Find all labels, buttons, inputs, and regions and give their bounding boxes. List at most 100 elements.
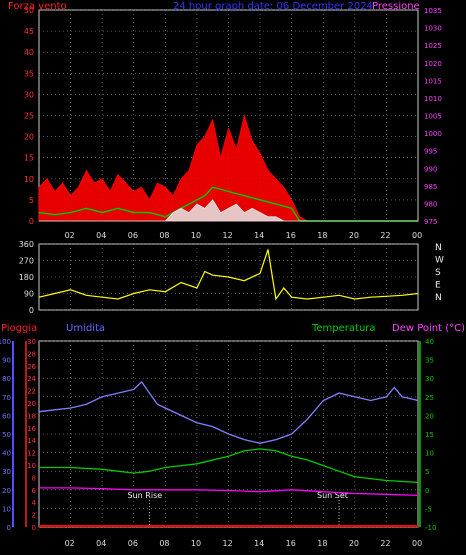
temp-y-tick: 15 — [425, 431, 434, 439]
sun-marker-label: Sun Set — [317, 491, 348, 500]
temp-y-tick: 30 — [425, 375, 434, 383]
temperature-label: Temperatura — [311, 323, 376, 334]
temp-y-tick: -10 — [425, 524, 436, 532]
humidity-y-tick: 70 — [2, 394, 11, 402]
humidity-series-0 — [38, 380, 419, 444]
sun-marker-label: Sun Rise — [128, 491, 163, 500]
direction-y-tick: 360 — [19, 240, 34, 249]
humidity-y-tick: 40 — [2, 450, 11, 458]
wind-x-tick: 14 — [254, 231, 264, 240]
humidity-x-tick: 08 — [159, 539, 169, 548]
rain-y-tick: 16 — [27, 425, 36, 433]
humidity-label: Umidita — [66, 323, 105, 334]
pressure-y-tick: 1020 — [424, 60, 442, 68]
pressure-y-tick: 1025 — [424, 42, 442, 50]
pressure-y-tick: 1015 — [424, 77, 442, 85]
pressure-y-tick: 980 — [424, 200, 437, 208]
rain-y-tick: 26 — [27, 363, 36, 371]
pressure-y-tick: 975 — [424, 218, 437, 226]
temp-y-tick: 10 — [425, 450, 434, 458]
rain-y-tick: 28 — [27, 350, 36, 358]
pressure-y-tick: 990 — [424, 165, 437, 173]
humidity-y-tick: 90 — [2, 357, 11, 365]
wind-y-tick: 25 — [24, 112, 34, 121]
rain-y-tick: 6 — [32, 487, 37, 495]
pressure-y-tick: 1035 — [424, 7, 442, 15]
rain-y-tick: 4 — [32, 499, 37, 507]
humidity-y-tick: 100 — [0, 338, 11, 346]
direction-compass-label: S — [435, 268, 441, 278]
rain-y-tick: 30 — [27, 338, 36, 346]
wind-y-tick: 30 — [24, 90, 34, 99]
wind-y-tick: 45 — [24, 27, 34, 36]
pressure-y-tick: 1030 — [424, 25, 442, 33]
wind-x-tick: 00 — [412, 231, 422, 240]
humidity-y-tick: 20 — [2, 487, 11, 495]
wind-y-tick: 20 — [24, 133, 34, 142]
humidity-y-tick: 60 — [2, 412, 11, 420]
direction-compass-label: N — [435, 243, 442, 253]
wind-x-tick: 10 — [191, 231, 201, 240]
rain-y-tick: 24 — [27, 375, 36, 383]
temp-y-tick: 25 — [425, 394, 434, 402]
wind-x-tick: 12 — [223, 231, 233, 240]
direction-series-0 — [38, 249, 419, 301]
direction-y-tick: 0 — [29, 306, 34, 315]
rain-y-tick: 10 — [27, 462, 36, 470]
wind-left-label: Forza vento — [8, 1, 67, 12]
wind-x-tick: 16 — [286, 231, 296, 240]
rain-y-tick: 8 — [32, 474, 36, 482]
direction-compass-label: N — [435, 293, 442, 303]
temp-y-tick: 5 — [425, 468, 429, 476]
humidity-x-tick: 02 — [65, 539, 75, 548]
direction-y-tick: 270 — [19, 257, 34, 266]
pressure-right-label: Pressione — [372, 1, 420, 12]
humidity-series-1 — [39, 448, 419, 484]
wind-series-2 — [39, 199, 418, 222]
rain-y-tick: 14 — [27, 437, 36, 445]
humidity-y-tick: 0 — [7, 524, 11, 532]
temp-y-tick: 35 — [425, 357, 434, 365]
pressure-y-tick: 1010 — [424, 95, 442, 103]
wind-y-tick: 10 — [24, 175, 34, 184]
pressure-y-tick: 1000 — [424, 130, 442, 138]
humidity-x-tick: 18 — [317, 539, 327, 548]
rain-y-tick: 20 — [27, 400, 36, 408]
rain-y-tick: 12 — [27, 450, 36, 458]
wind-y-tick: 50 — [24, 6, 34, 15]
direction-y-tick: 180 — [19, 273, 34, 282]
direction-compass-label: W — [435, 256, 444, 266]
wind-y-tick: 5 — [29, 196, 34, 205]
wind-x-tick: 18 — [317, 231, 327, 240]
humidity-x-tick: 12 — [223, 539, 233, 548]
temp-y-tick: 0 — [425, 487, 429, 495]
pressure-y-tick: 995 — [424, 148, 437, 156]
humidity-x-tick: 16 — [286, 539, 296, 548]
wind-x-tick: 06 — [128, 231, 138, 240]
wind-y-tick: 0 — [29, 217, 34, 226]
rain-y-tick: 22 — [27, 388, 36, 396]
temp-y-tick: 40 — [425, 338, 434, 346]
humidity-y-tick: 50 — [2, 431, 11, 439]
wind-x-tick: 04 — [96, 231, 106, 240]
rain-y-tick: 18 — [27, 412, 36, 420]
humidity-y-tick: 80 — [2, 375, 11, 383]
direction-y-tick: 90 — [24, 290, 34, 299]
direction-compass-label: E — [435, 281, 441, 291]
humidity-x-tick: 00 — [412, 539, 422, 548]
wind-x-tick: 08 — [159, 231, 169, 240]
wind-series-0 — [38, 113, 418, 222]
wind-x-tick: 20 — [349, 231, 359, 240]
humidity-series-2 — [39, 487, 419, 497]
dewpoint-label: Dew Point (°C) — [392, 323, 465, 334]
humidity-y-tick: 10 — [2, 505, 11, 513]
wind-series-1 — [38, 186, 418, 222]
wind-x-tick: 02 — [65, 231, 75, 240]
pressure-y-tick: 985 — [424, 183, 437, 191]
humidity-x-tick: 06 — [128, 539, 138, 548]
temp-y-tick: 20 — [425, 412, 434, 420]
wind-title: 24 hour graph date: 06 December 2024 — [173, 1, 373, 12]
humidity-x-tick: 20 — [349, 539, 359, 548]
rain-y-tick: 2 — [32, 512, 36, 520]
